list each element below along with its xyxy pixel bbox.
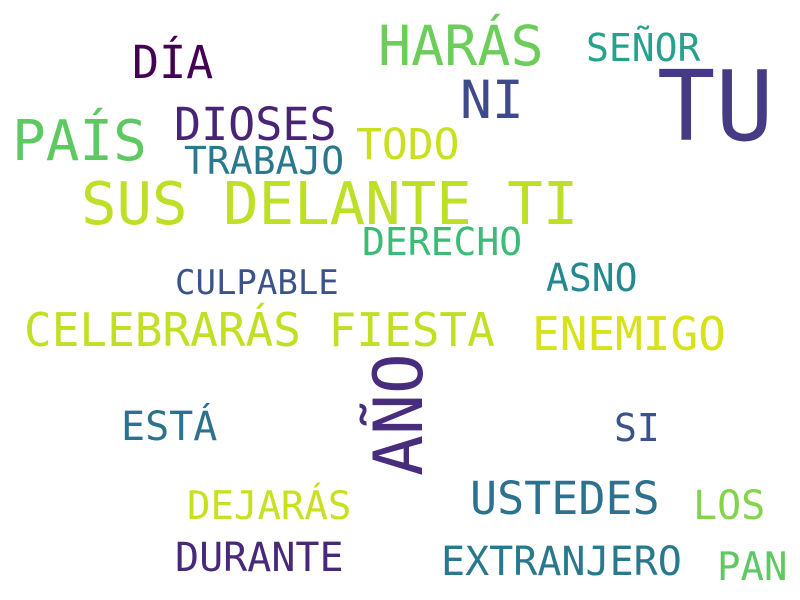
word-culpable: CULPABLE: [175, 263, 339, 303]
word-trabajo: TRABAJO: [184, 139, 345, 183]
word-dia: DÍA: [132, 36, 214, 89]
word-los: LOS: [693, 483, 766, 529]
word-extranjero: EXTRANJERO: [441, 539, 682, 585]
word-derecho: DERECHO: [362, 220, 523, 264]
word-ano: AÑO: [360, 353, 439, 476]
word-asno: ASNO: [546, 256, 638, 300]
word-ni: NI: [460, 70, 524, 131]
word-si: SI: [614, 406, 660, 450]
word-celebraras-fiesta: CELEBRARÁS FIESTA: [24, 303, 495, 357]
word-tu: TU: [657, 50, 774, 163]
word-sus-delante-ti: SUS DELANTE TI: [81, 169, 579, 238]
word-esta: ESTÁ: [121, 404, 218, 450]
word-senor: SEÑOR: [586, 26, 701, 70]
word-ustedes: USTEDES: [470, 472, 660, 525]
word-dejaras: DEJARÁS: [187, 484, 352, 529]
word-enemigo: ENEMIGO: [532, 307, 726, 361]
word-durante: DURANTE: [175, 535, 344, 581]
word-todo: TODO: [356, 120, 460, 170]
word-dioses: DIOSES: [174, 98, 337, 151]
word-pan: PAN: [717, 545, 788, 590]
word-pais: PAÍS: [12, 109, 147, 174]
word-haras: HARÁS: [378, 14, 544, 78]
